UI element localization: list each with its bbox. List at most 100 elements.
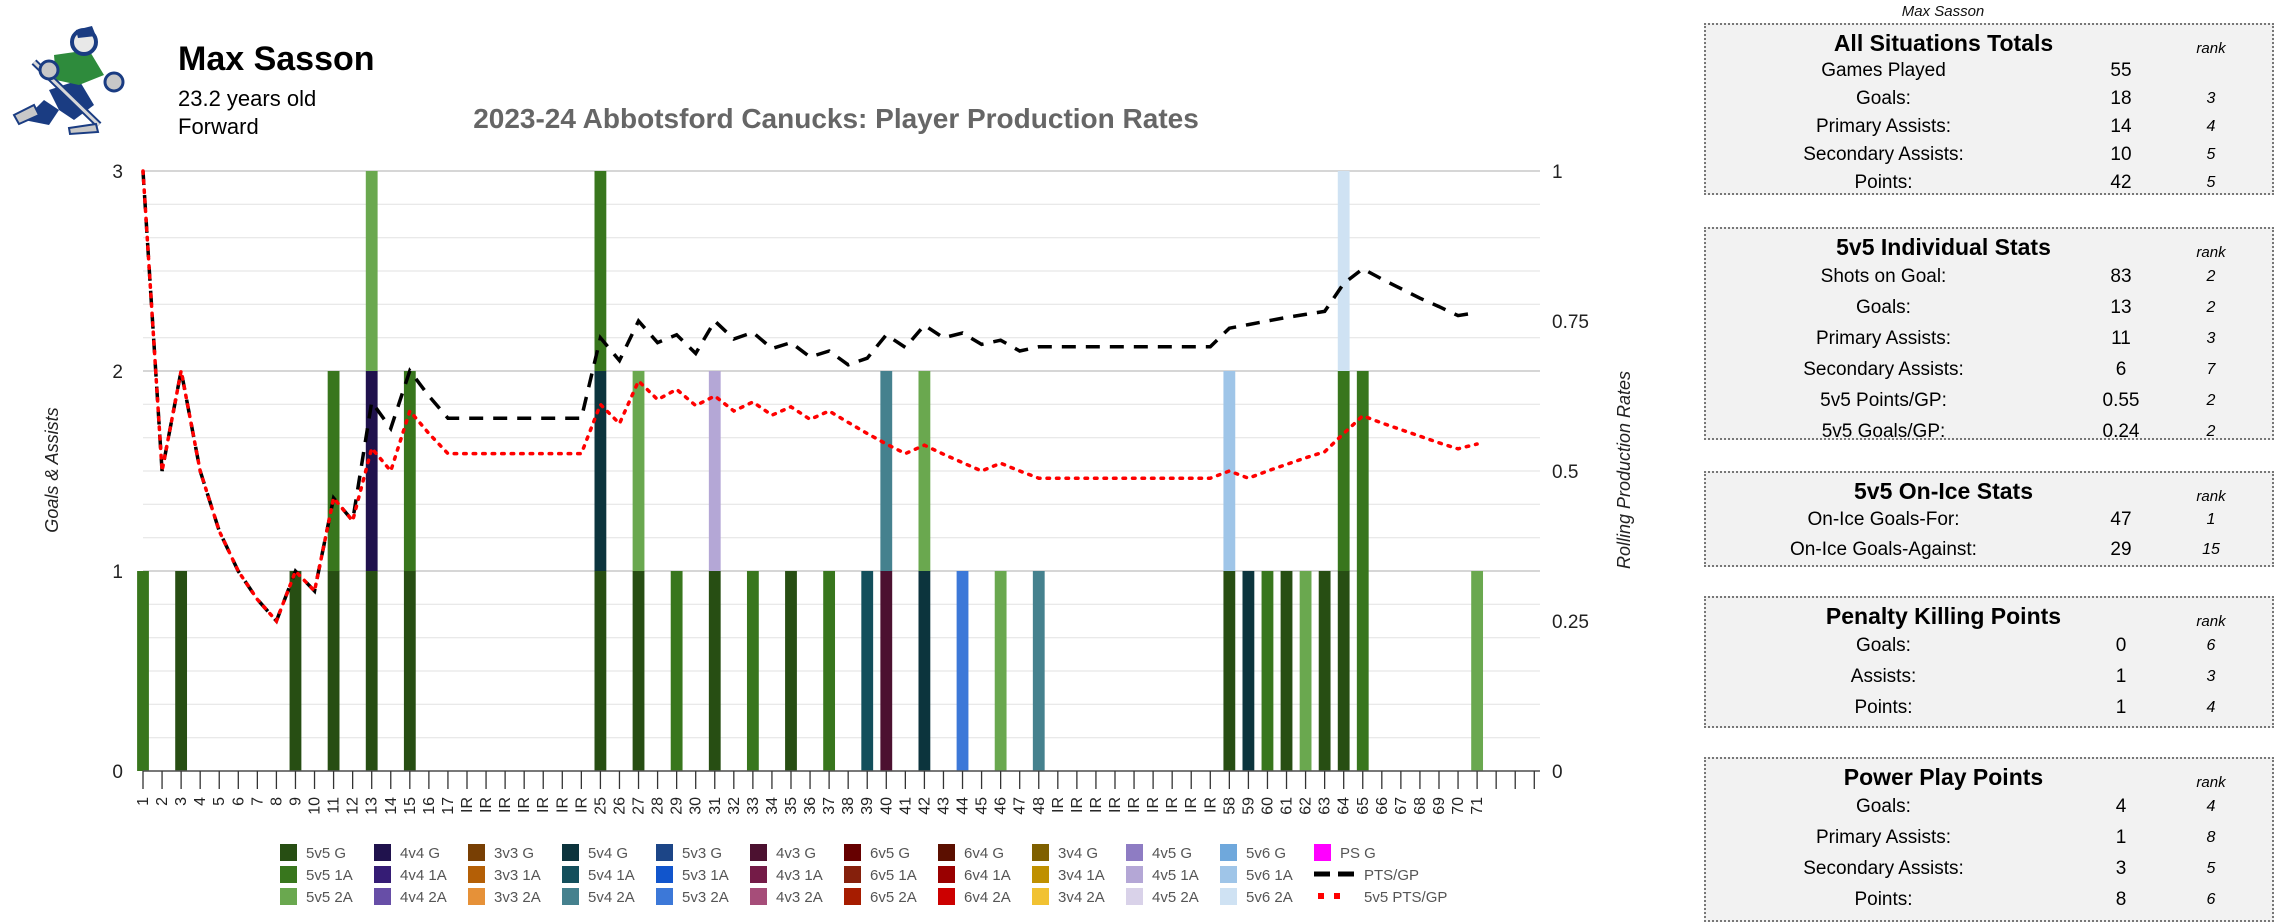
stat-rank: 3 — [2206, 667, 2216, 685]
legend-label: 3v3 G — [494, 845, 534, 862]
x-tick-label: 67 — [1393, 797, 1410, 815]
x-tick-label: 16 — [421, 797, 438, 815]
legend-swatch — [1220, 866, 1237, 883]
x-tick-label: IR — [535, 797, 552, 813]
legend-swatch — [656, 888, 673, 905]
y2-tick-label: 0 — [1552, 762, 1563, 783]
panel-title: 5v5 Individual Stats — [1836, 234, 2051, 260]
bar-segment-5v5-1a — [594, 171, 607, 371]
x-tick-label: 32 — [726, 797, 743, 815]
x-tick-label: 3 — [173, 797, 190, 806]
bar-segment-5v5-2a — [1299, 571, 1312, 771]
stat-label: On-Ice Goals-For: — [1807, 509, 1960, 530]
stat-value: 10 — [2110, 144, 2132, 165]
x-tick-label: IR — [554, 797, 571, 813]
stat-value: 14 — [2110, 116, 2132, 137]
legend-label: 3v3 1A — [494, 867, 541, 884]
legend-label: 4v5 2A — [1152, 889, 1199, 906]
x-tick-label: IR — [497, 797, 514, 813]
stat-row: Secondary Assists: 3 5 — [1706, 853, 2272, 884]
stat-value: 8 — [2115, 888, 2127, 910]
legend-label: 5v6 2A — [1246, 889, 1293, 906]
stat-value: 3 — [2115, 857, 2127, 879]
legend-swatch — [1032, 866, 1049, 883]
bar-segment-5v5-1a — [746, 571, 759, 771]
production-chart: 2023-24 Abbotsford Canucks: Player Produ… — [42, 103, 1634, 906]
stat-row: Primary Assists: 14 4 — [1706, 113, 2272, 141]
stat-rank: 6 — [2206, 890, 2216, 908]
x-tick-label: IR — [459, 797, 476, 813]
panel-all-situations: All Situations Totals rank Games Played 55 G… — [1704, 23, 2274, 195]
legend-label: 4v3 G — [776, 845, 816, 862]
legend-label: 5v3 G — [682, 845, 722, 862]
stat-value: 13 — [2110, 296, 2132, 318]
x-tick-label: IR — [1088, 797, 1105, 813]
legend-label: 4v3 1A — [776, 867, 823, 884]
bar-segment-5v4-g — [594, 371, 607, 571]
stat-rank: 2 — [2206, 267, 2216, 285]
stat-row: Secondary Assists: 6 7 — [1706, 354, 2272, 385]
x-tick-label: IR — [1107, 797, 1124, 813]
legend-swatch — [844, 844, 861, 861]
bar-segment-5v5-g — [365, 571, 378, 771]
legend-label: 5v6 1A — [1246, 867, 1293, 884]
x-tick-label: IR — [478, 797, 495, 813]
legend-swatch — [1220, 844, 1237, 861]
bar-segment-5v5-g — [785, 571, 797, 771]
x-tick-label: 65 — [1355, 797, 1372, 815]
stat-label: Primary Assists: — [1815, 826, 1952, 848]
legend-label: 3v3 2A — [494, 889, 541, 906]
bar-segment-5v5-2a — [918, 371, 931, 571]
player-position: Forward — [178, 114, 259, 139]
stat-rank: 8 — [2206, 828, 2216, 846]
stat-rank: 4 — [2206, 797, 2216, 815]
x-tick-label: 46 — [993, 797, 1010, 815]
stat-row: On-Ice Goals-For: 47 1 — [1706, 505, 2272, 535]
stat-label: On-Ice Goals-Against: — [1790, 539, 1977, 560]
x-tick-label: 25 — [592, 797, 609, 815]
stat-rank: 7 — [2206, 360, 2216, 378]
y2-tick-label: 1 — [1552, 162, 1563, 183]
panel-title: All Situations Totals — [1833, 30, 2054, 56]
x-tick-label: 1 — [135, 797, 152, 806]
legend-swatch — [656, 866, 673, 883]
bar-segment-5v5-1a — [1356, 371, 1369, 771]
bar-segment-5v5-g — [594, 571, 607, 771]
legend-swatch — [562, 844, 579, 861]
x-tick-label: 5 — [211, 797, 228, 806]
x-tick-label: 36 — [802, 797, 819, 815]
legend-swatch — [1126, 844, 1143, 861]
stat-label: Primary Assists: — [1815, 116, 1952, 137]
stat-row: On-Ice Goals-Against: 29 15 — [1706, 535, 2272, 565]
stat-label: Points: — [1854, 888, 1913, 910]
stat-label: Goals: — [1856, 88, 1911, 109]
stat-value: 4 — [2115, 795, 2127, 817]
stat-value: 0 — [2115, 634, 2127, 656]
stat-label: Points: — [1854, 172, 1913, 193]
x-tick-label: 45 — [974, 797, 991, 815]
series-line-5v5-pts-gp — [141, 169, 1479, 625]
stat-rank: 2 — [2206, 391, 2216, 409]
y2-tick-label: 0.5 — [1552, 462, 1578, 483]
bar-segment-5v5-1a — [137, 571, 149, 771]
legend-label: 3v4 1A — [1058, 867, 1105, 884]
legend-label: 6v5 G — [870, 845, 910, 862]
x-tick-label: IR — [573, 797, 590, 813]
x-tick-label: 26 — [611, 797, 628, 815]
x-tick-label: 34 — [764, 797, 781, 815]
panel-caption: Max Sasson — [1901, 3, 1985, 20]
stat-rank: 3 — [2206, 90, 2216, 107]
stat-row: Goals: 13 2 — [1706, 292, 2272, 323]
stat-label: Goals: — [1856, 296, 1911, 318]
rank-header: rank — [2196, 244, 2226, 261]
y-axis-label: Goals & Assists — [42, 407, 62, 532]
x-tick-label: IR — [1202, 797, 1219, 813]
stat-label: Goals: — [1856, 634, 1911, 656]
x-tick-label: 66 — [1374, 797, 1391, 815]
legend-label: 5v5 PTS/GP — [1364, 889, 1447, 906]
legend-label: 4v4 1A — [400, 867, 447, 884]
bar-segment-5v5-g — [1337, 571, 1350, 771]
legend-swatch — [750, 888, 767, 905]
bar-segment-5v5-g — [632, 571, 645, 771]
x-tick-label: 13 — [364, 797, 381, 815]
